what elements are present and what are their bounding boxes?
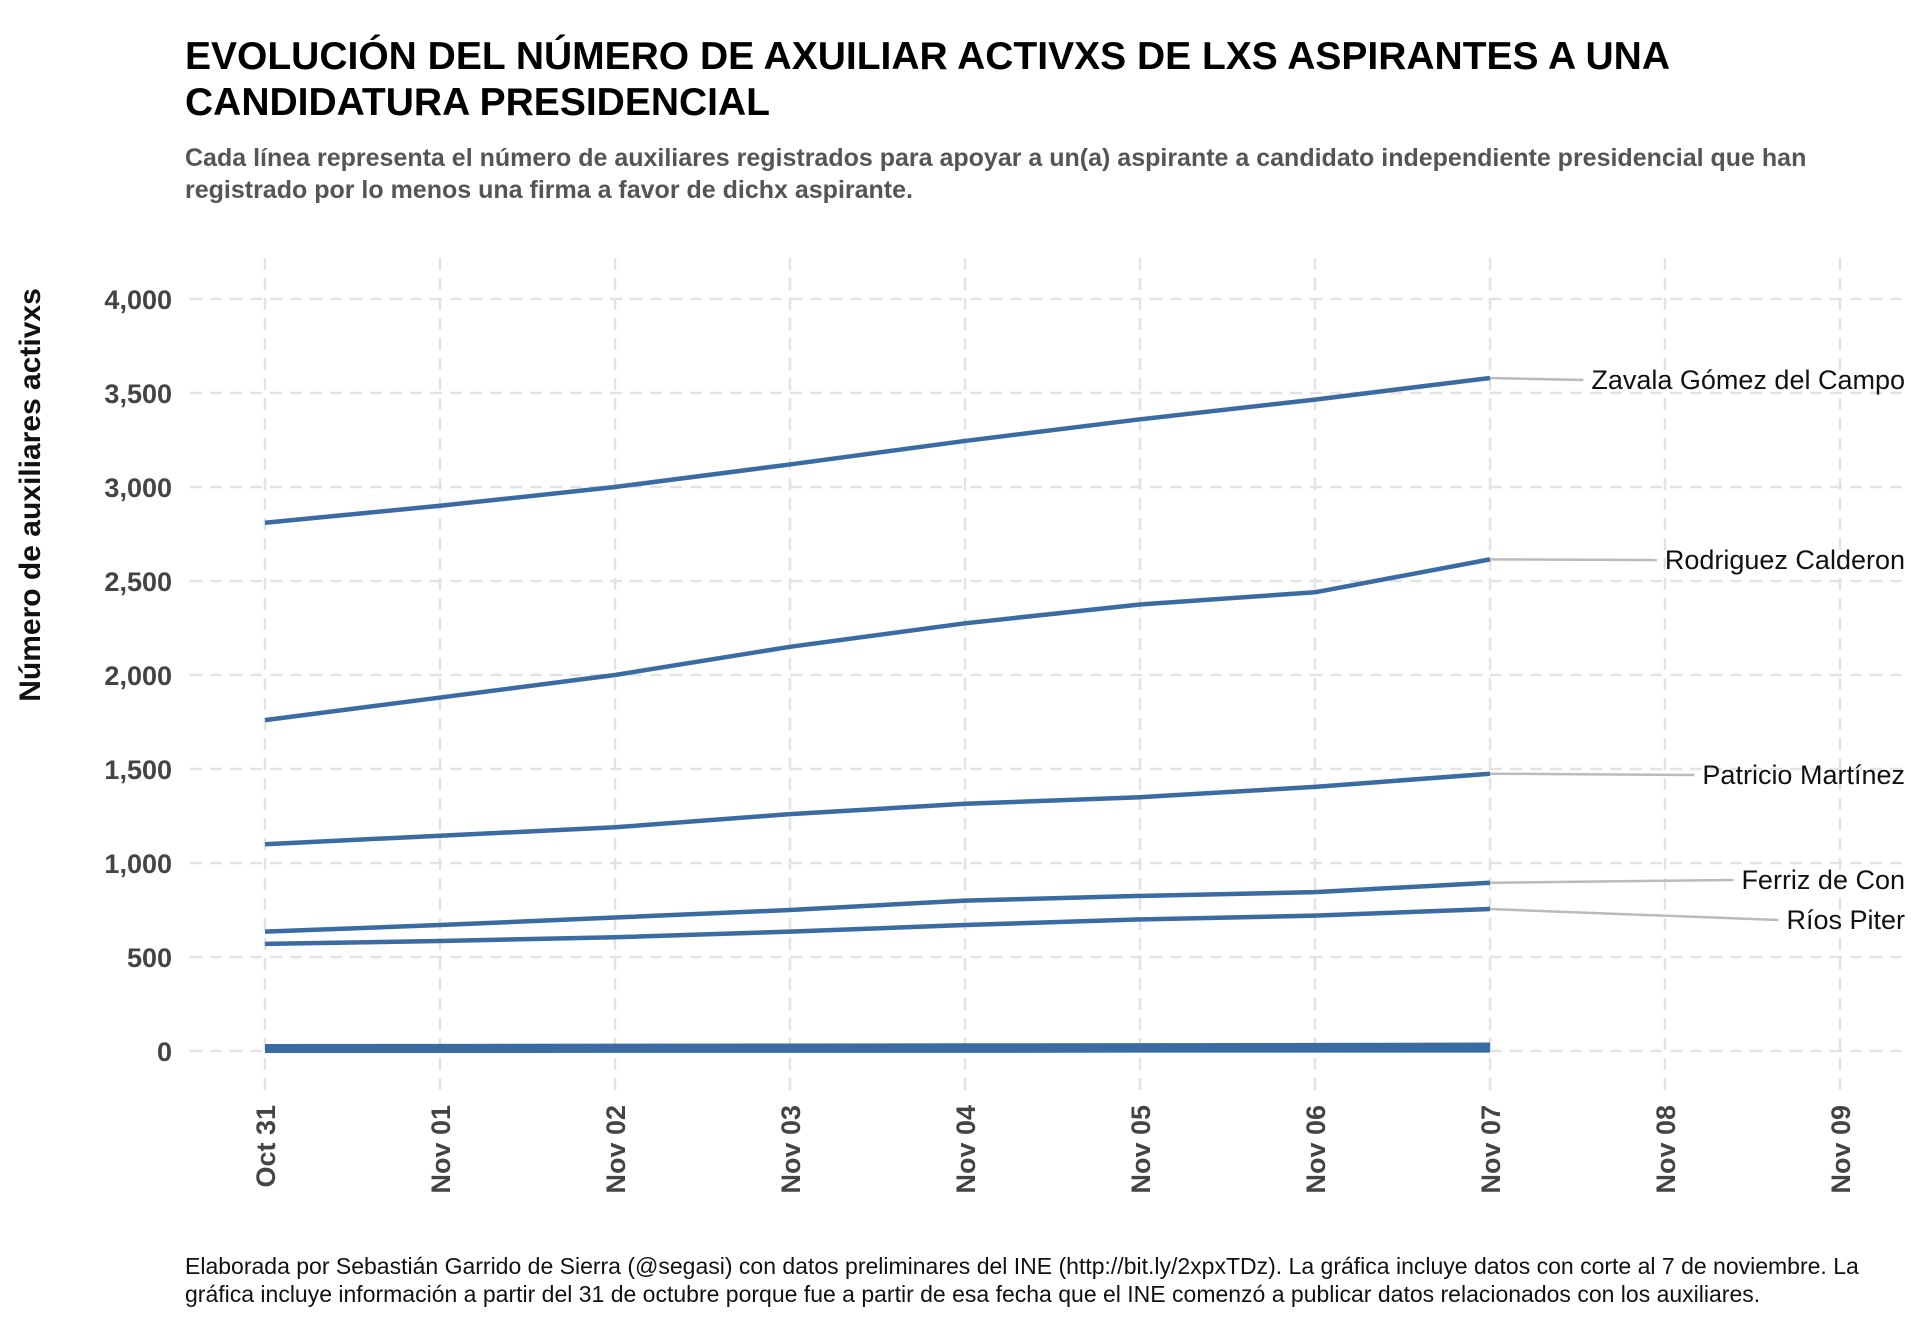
x-axis: Oct 31 Nov 01 Nov 02 Nov 03 Nov 04 Nov 05 Nov …: [251, 1105, 1856, 1194]
y-tick-label: 2,000: [104, 661, 172, 691]
label-leader-line: [1489, 907, 1779, 922]
y-tick-label: 4,000: [104, 285, 172, 315]
label-leaders: [1489, 376, 1779, 922]
series-label: Ríos Piter: [1786, 905, 1905, 935]
y-tick-label: 1,000: [104, 849, 172, 879]
label-leader-line: [1489, 558, 1657, 562]
x-tick-label: Nov 06: [1301, 1105, 1331, 1194]
series-line: [264, 557, 1491, 723]
label-leader-line: [1489, 772, 1695, 777]
series-line: [264, 375, 1491, 525]
chart-subtitle: Cada línea representa el número de auxil…: [185, 144, 1807, 204]
x-tick-label: Nov 05: [1126, 1105, 1156, 1194]
y-axis-title: Número de auxiliares activxs: [14, 288, 47, 702]
x-tick-label: Nov 09: [1826, 1105, 1856, 1194]
chart-caption: Elaborada por Sebastián Garrido de Sierr…: [185, 1253, 1859, 1307]
x-tick-label: Nov 03: [776, 1105, 806, 1194]
chart-title: EVOLUCIÓN DEL NÚMERO DE AXUILIAR ACTIVXS…: [185, 35, 1669, 124]
series-labels: Zavala Gómez del Campo Rodriguez Calderon…: [1591, 365, 1905, 935]
y-tick-label: 2,500: [104, 567, 172, 597]
series-label: Patricio Martínez: [1702, 760, 1905, 790]
label-leader-line: [1489, 878, 1734, 884]
y-tick-label: 1,500: [104, 755, 172, 785]
y-tick-label: 3,000: [104, 473, 172, 503]
x-tick-label: Nov 01: [426, 1105, 456, 1194]
x-tick-label: Nov 07: [1476, 1105, 1506, 1194]
x-tick-label: Oct 31: [251, 1105, 281, 1188]
series-label: Ferriz de Con: [1741, 865, 1905, 895]
series-label: Rodriguez Calderon: [1665, 545, 1905, 575]
series-label: Zavala Gómez del Campo: [1591, 365, 1905, 395]
y-tick-label: 0: [157, 1037, 172, 1067]
x-tick-label: Nov 08: [1651, 1105, 1681, 1194]
y-tick-label: 3,500: [104, 379, 172, 409]
series-line: [264, 771, 1491, 847]
x-tick-label: Nov 02: [601, 1105, 631, 1194]
label-leader-line: [1489, 376, 1584, 382]
y-tick-label: 500: [127, 943, 172, 973]
x-tick-label: Nov 04: [951, 1105, 981, 1194]
series-line: [264, 880, 1491, 934]
y-axis: 0 500 1,000 1,500 2,000 2,500 3,000 3,500 4,000: [104, 285, 172, 1067]
series-lines: [264, 375, 1491, 1054]
series-line: [264, 906, 1491, 947]
